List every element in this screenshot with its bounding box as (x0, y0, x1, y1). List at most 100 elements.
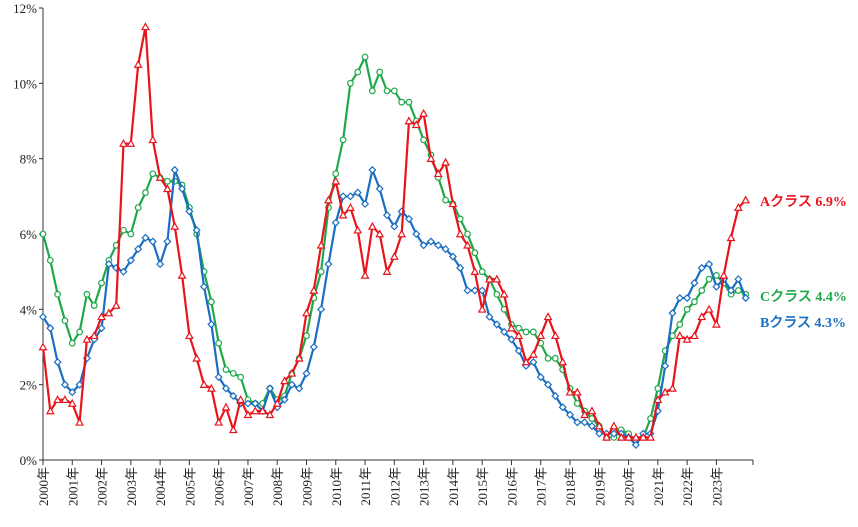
data-point (572, 387, 582, 396)
data-point (265, 410, 275, 419)
data-point (726, 286, 736, 295)
data-point (434, 241, 443, 250)
data-point (419, 108, 429, 117)
data-point (163, 184, 172, 193)
y-tick-label: 6% (20, 227, 38, 242)
data-point (442, 196, 449, 204)
data-point (265, 384, 274, 393)
data-point (360, 270, 370, 279)
x-tick-label: 2023年 (709, 467, 724, 506)
data-point (594, 421, 604, 430)
data-point (733, 202, 743, 211)
data-point (587, 406, 597, 415)
data-point (126, 138, 136, 147)
data-point (741, 293, 750, 303)
data-point (565, 410, 575, 419)
data-point (398, 98, 406, 106)
data-point (675, 331, 685, 340)
data-point (163, 237, 172, 246)
series-a-class (38, 22, 751, 441)
data-point (492, 320, 501, 329)
data-point (660, 387, 670, 396)
x-tick-label: 2005年 (182, 467, 197, 506)
data-point (258, 406, 268, 415)
data-point (426, 237, 435, 246)
data-point (97, 324, 106, 333)
data-point (68, 339, 76, 347)
data-point (111, 300, 121, 309)
data-point (243, 410, 253, 419)
data-point (734, 287, 742, 294)
data-point (478, 268, 486, 276)
series-label-b-class: Bクラス 4.3% (760, 315, 846, 331)
series-layer (38, 22, 751, 449)
x-tick-label: 2016年 (504, 467, 519, 506)
data-point (339, 136, 347, 144)
data-point (133, 59, 143, 68)
data-point (331, 218, 340, 227)
data-point (134, 204, 142, 212)
data-point (120, 226, 127, 234)
data-point (346, 192, 355, 201)
x-axis: 2000年 2001年 2002年 2003年 2004年 2005年 2006年 2007年… (36, 459, 754, 506)
data-point (309, 342, 318, 352)
data-point (544, 380, 553, 389)
x-tick-label: 2007年 (241, 467, 256, 506)
data-point (507, 335, 516, 344)
data-point (493, 290, 501, 298)
data-point (551, 354, 559, 362)
data-point (485, 312, 494, 321)
data-point (470, 286, 479, 295)
data-point (346, 202, 355, 211)
x-tick-label: 2008年 (270, 467, 285, 506)
data-point (222, 366, 230, 374)
data-point (126, 256, 135, 265)
data-point (317, 268, 325, 276)
data-point (60, 380, 70, 389)
data-point (683, 293, 692, 303)
data-point (250, 406, 260, 415)
data-point (53, 358, 62, 367)
data-point (536, 331, 546, 340)
data-point (390, 222, 399, 231)
data-point (280, 376, 289, 385)
data-point (441, 245, 450, 254)
data-point (280, 395, 289, 404)
x-tick-label: 2018年 (563, 467, 578, 506)
x-tick-label: 2019年 (592, 467, 607, 506)
data-point (295, 384, 304, 393)
data-point (719, 270, 729, 279)
data-point (61, 317, 69, 325)
data-point (206, 383, 216, 392)
data-point (522, 328, 530, 336)
data-point (60, 395, 70, 404)
data-point (229, 369, 237, 377)
data-point (207, 320, 216, 329)
x-tick-label: 2017年 (534, 467, 549, 506)
data-point (676, 321, 684, 328)
data-point (148, 237, 157, 246)
data-point (90, 302, 98, 309)
x-tick-label: 2004年 (153, 467, 168, 506)
y-tick-label: 10% (13, 76, 37, 91)
data-point (67, 398, 77, 407)
data-point (471, 249, 479, 257)
data-point (221, 402, 231, 411)
y-tick-label: 8% (20, 152, 38, 167)
data-point (456, 263, 465, 272)
data-point (668, 383, 677, 392)
data-point (397, 229, 407, 238)
data-point (141, 233, 150, 242)
data-point (653, 395, 663, 404)
data-point (177, 270, 187, 279)
series-label-c-class: Cクラス 4.4% (760, 289, 847, 305)
data-point (698, 287, 706, 294)
data-point (647, 415, 654, 422)
data-point (515, 324, 523, 332)
data-point (184, 331, 194, 340)
x-tick-label: 2006年 (212, 467, 227, 506)
data-point (419, 241, 428, 250)
data-point (602, 432, 612, 441)
y-tick-label: 4% (20, 302, 38, 317)
